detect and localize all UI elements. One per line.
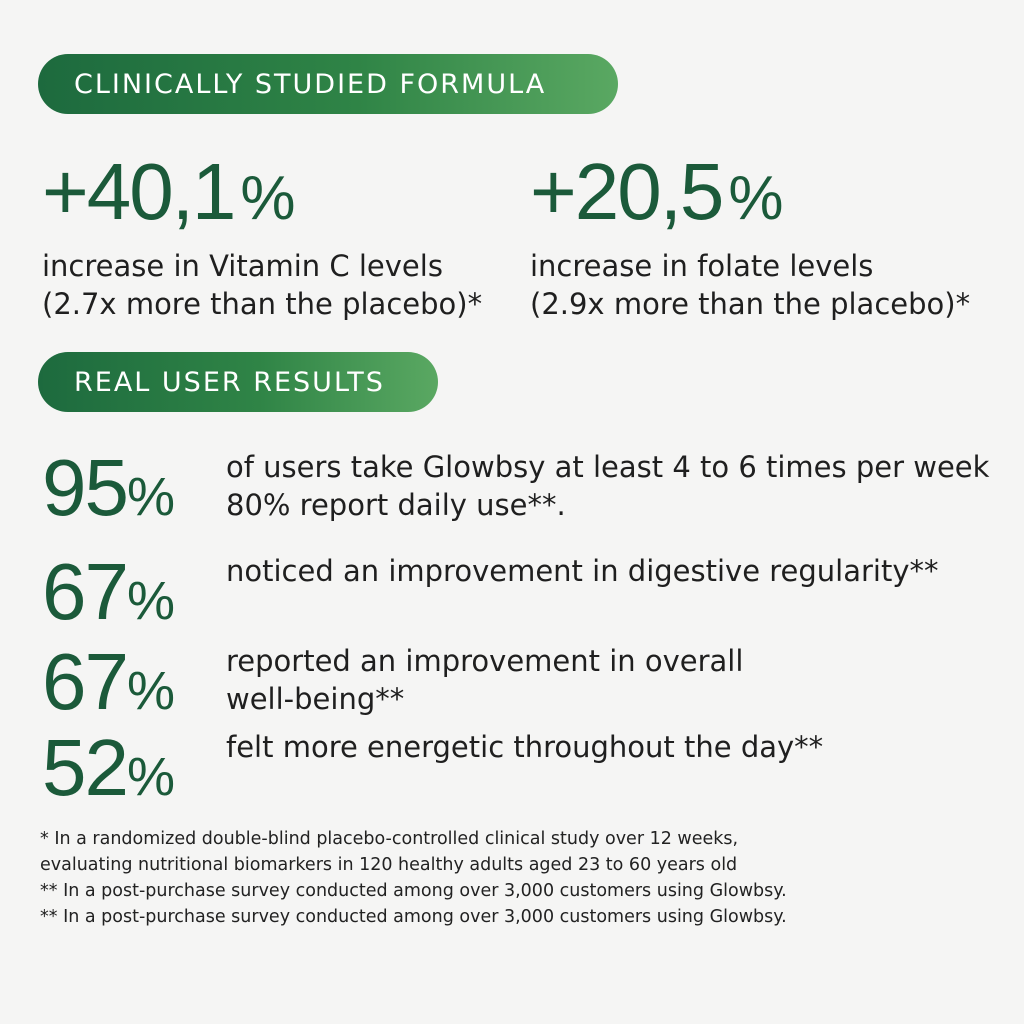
clinical-section-title: CLINICALLY STUDIED FORMULA (74, 68, 547, 100)
footnotes: * In a randomized double-blind placebo-c… (40, 826, 787, 930)
result-description: felt more energetic throughout the day** (226, 730, 824, 764)
result-description: reported an improvement in overall well-… (226, 644, 744, 716)
vitamin-c-value: +40,1% (42, 147, 296, 236)
footnote-line: ** In a post-purchase survey conducted a… (40, 907, 787, 927)
vitamin-c-description: increase in Vitamin C levels (2.7x more … (42, 249, 483, 321)
user-results-title: REAL USER RESULTS (74, 366, 385, 398)
footnote-line: ** In a post-purchase survey conducted a… (40, 881, 787, 901)
footnote-line: evaluating nutritional biomarkers in 120… (40, 855, 738, 875)
result-value: 67% (42, 637, 175, 726)
result-value: 52% (42, 723, 175, 812)
vitamin-c-stat: +40,1% increase in Vitamin C levels (2.7… (42, 152, 482, 323)
result-value: 67% (42, 547, 175, 636)
footnote-line: * In a randomized double-blind placebo-c… (40, 829, 739, 849)
result-description: noticed an improvement in digestive regu… (226, 554, 939, 588)
folate-description: increase in folate levels (2.9x more tha… (530, 249, 971, 321)
folate-stat: +20,5% increase in folate levels (2.9x m… (530, 152, 970, 323)
result-description: of users take Glowbsy at least 4 to 6 ti… (226, 450, 990, 522)
result-value: 95% (42, 443, 175, 532)
clinical-section-badge: CLINICALLY STUDIED FORMULA (38, 54, 618, 114)
folate-value: +20,5% (530, 147, 784, 236)
user-results-badge: REAL USER RESULTS (38, 352, 438, 412)
